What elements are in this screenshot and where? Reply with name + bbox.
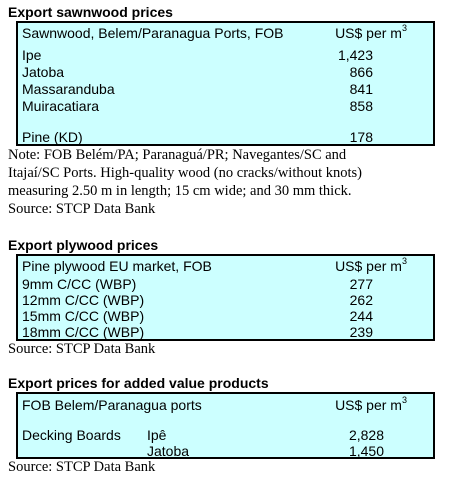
plywood-header-unit: US$ per m3 [335, 256, 407, 274]
plywood-table: Pine plywood EU market, FOB US$ per m3 9… [16, 254, 435, 341]
added-value-header-unit: US$ per m3 [335, 395, 407, 413]
price-value: 239 [349, 324, 373, 340]
plywood-grade: 15mm C/CC (WBP) [22, 308, 145, 324]
price-value: 178 [349, 129, 373, 145]
price-value: 841 [349, 81, 373, 97]
sawnwood-note-line: Itajaí/SC Ports. High-quality wood (no c… [8, 165, 363, 181]
species-name: Muiracatiara [22, 98, 100, 114]
sawnwood-table: Sawnwood, Belem/Paranagua Ports, FOB US$… [16, 21, 435, 146]
sawnwood-note-line: Note: FOB Belém/PA; Paranaguá/PR; Navega… [8, 147, 347, 163]
plywood-source: Source: STCP Data Bank [8, 341, 156, 357]
added-value-header-label: FOB Belem/Paranagua ports [22, 397, 202, 413]
species-name: Ipê [147, 427, 167, 443]
added-value-source: Source: STCP Data Bank [8, 459, 156, 475]
added-value-table: FOB Belem/Paranagua ports US$ per m3 Dec… [16, 392, 435, 459]
price-value: 1,423 [337, 47, 373, 63]
product-name: Decking Boards [22, 427, 121, 443]
price-value: 244 [349, 308, 373, 324]
price-value: 1,450 [348, 443, 384, 459]
price-value: 866 [349, 64, 373, 80]
price-value: 2,828 [348, 427, 384, 443]
added-value-title: Export prices for added value products [8, 375, 269, 391]
price-value: 277 [349, 276, 373, 292]
plywood-grade: 9mm C/CC (WBP) [22, 276, 137, 292]
plywood-grade: 12mm C/CC (WBP) [22, 292, 145, 308]
sawnwood-header-label: Sawnwood, Belem/Paranagua Ports, FOB [22, 25, 284, 41]
species-name: Pine (KD) [22, 129, 83, 145]
plywood-header-label: Pine plywood EU market, FOB [22, 258, 212, 274]
price-value: 858 [349, 98, 373, 114]
sawnwood-title: Export sawnwood prices [8, 4, 173, 20]
species-name: Jatoba [22, 64, 65, 80]
plywood-grade: 18mm C/CC (WBP) [22, 324, 145, 340]
price-value: 262 [349, 292, 373, 308]
plywood-title: Export plywood prices [8, 237, 159, 253]
sawnwood-note-line: measuring 2.50 m in length; 15 cm wide; … [8, 183, 352, 199]
species-name: Massaranduba [22, 81, 115, 97]
species-name: Ipe [22, 47, 42, 63]
sawnwood-header-unit: US$ per m3 [335, 23, 407, 41]
species-name: Jatoba [147, 443, 190, 459]
sawnwood-source: Source: STCP Data Bank [8, 201, 156, 217]
